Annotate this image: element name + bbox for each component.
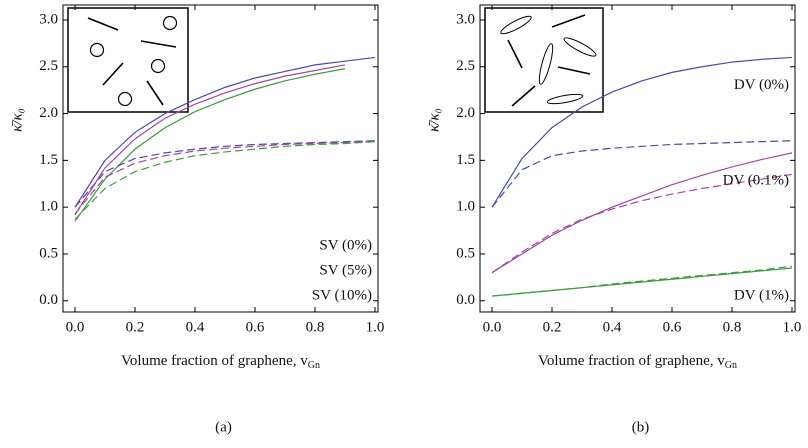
x-tick-label: 1.0 xyxy=(366,319,385,335)
x-tick-label: 0.8 xyxy=(306,319,325,335)
x-axis-label-sub: Gn xyxy=(725,360,737,371)
x-tick-label: 0.2 xyxy=(126,319,145,335)
y-tick-label: 1.0 xyxy=(456,199,475,215)
line xyxy=(491,56,793,208)
legend-label: SV (5%) xyxy=(319,262,372,278)
panel-caption: (b) xyxy=(632,419,650,435)
y-tick-label: 0.5 xyxy=(39,245,58,261)
line xyxy=(74,64,346,215)
line xyxy=(74,56,376,208)
y-tick-label: 2.0 xyxy=(39,105,58,121)
x-axis-label-sub: Gn xyxy=(308,360,320,371)
inset-b xyxy=(484,7,604,113)
line xyxy=(74,68,346,222)
x-tick-label: 0.4 xyxy=(186,319,205,335)
legend-label: SV (0%) xyxy=(319,237,372,253)
x-tick-label: 0.4 xyxy=(603,319,622,335)
panel-caption: (a) xyxy=(215,419,232,435)
y-tick-label: 0.5 xyxy=(456,245,475,261)
legend-label: DV (0%) xyxy=(734,77,789,93)
legend-label: DV (1%) xyxy=(734,287,789,303)
y-tick-label: 2.0 xyxy=(456,105,475,121)
x-tick-label: 0.8 xyxy=(723,319,742,335)
plot-frame xyxy=(62,4,379,313)
dashed-line xyxy=(491,140,793,208)
y-tick-label: 1.5 xyxy=(39,152,58,168)
x-tick-label: 0.6 xyxy=(246,319,265,335)
x-tick-label: 0.0 xyxy=(483,319,502,335)
dashed-line xyxy=(74,141,376,215)
y-tick-label: 0.0 xyxy=(456,292,475,308)
y-tick-label: 3.0 xyxy=(39,11,58,27)
y-tick-label: 1.5 xyxy=(456,152,475,168)
y-tick-label: 2.5 xyxy=(456,58,475,74)
x-tick-label: 1.0 xyxy=(783,319,802,335)
y-tick-label: 3.0 xyxy=(456,11,475,27)
dashed-line xyxy=(74,140,376,208)
x-tick-label: 0.2 xyxy=(543,319,562,335)
y-tick-label: 0.0 xyxy=(39,292,58,308)
dashed-line xyxy=(74,141,376,220)
legend-label: DV (0.1%) xyxy=(723,172,789,188)
x-tick-label: 0.0 xyxy=(66,319,85,335)
y-axis-label: κ̄/κ₀ xyxy=(9,108,25,132)
line xyxy=(491,152,793,274)
x-tick-label: 0.6 xyxy=(663,319,682,335)
x-axis-label: Volume fraction of graphene, vGn xyxy=(538,353,737,371)
legend-label: SV (10%) xyxy=(312,287,372,303)
dashed-line xyxy=(491,173,793,274)
x-axis-label: Volume fraction of graphene, vGn xyxy=(121,353,320,371)
x-axis-label-main: Volume fraction of graphene, v xyxy=(121,353,308,369)
y-axis-label: κ̄/κ₀ xyxy=(426,108,442,132)
dashed-line xyxy=(491,265,793,297)
plot-frame xyxy=(479,4,796,313)
y-tick-label: 2.5 xyxy=(39,58,58,74)
inset-a xyxy=(67,7,189,113)
y-tick-label: 1.0 xyxy=(39,199,58,215)
x-axis-label-main: Volume fraction of graphene, v xyxy=(538,353,725,369)
